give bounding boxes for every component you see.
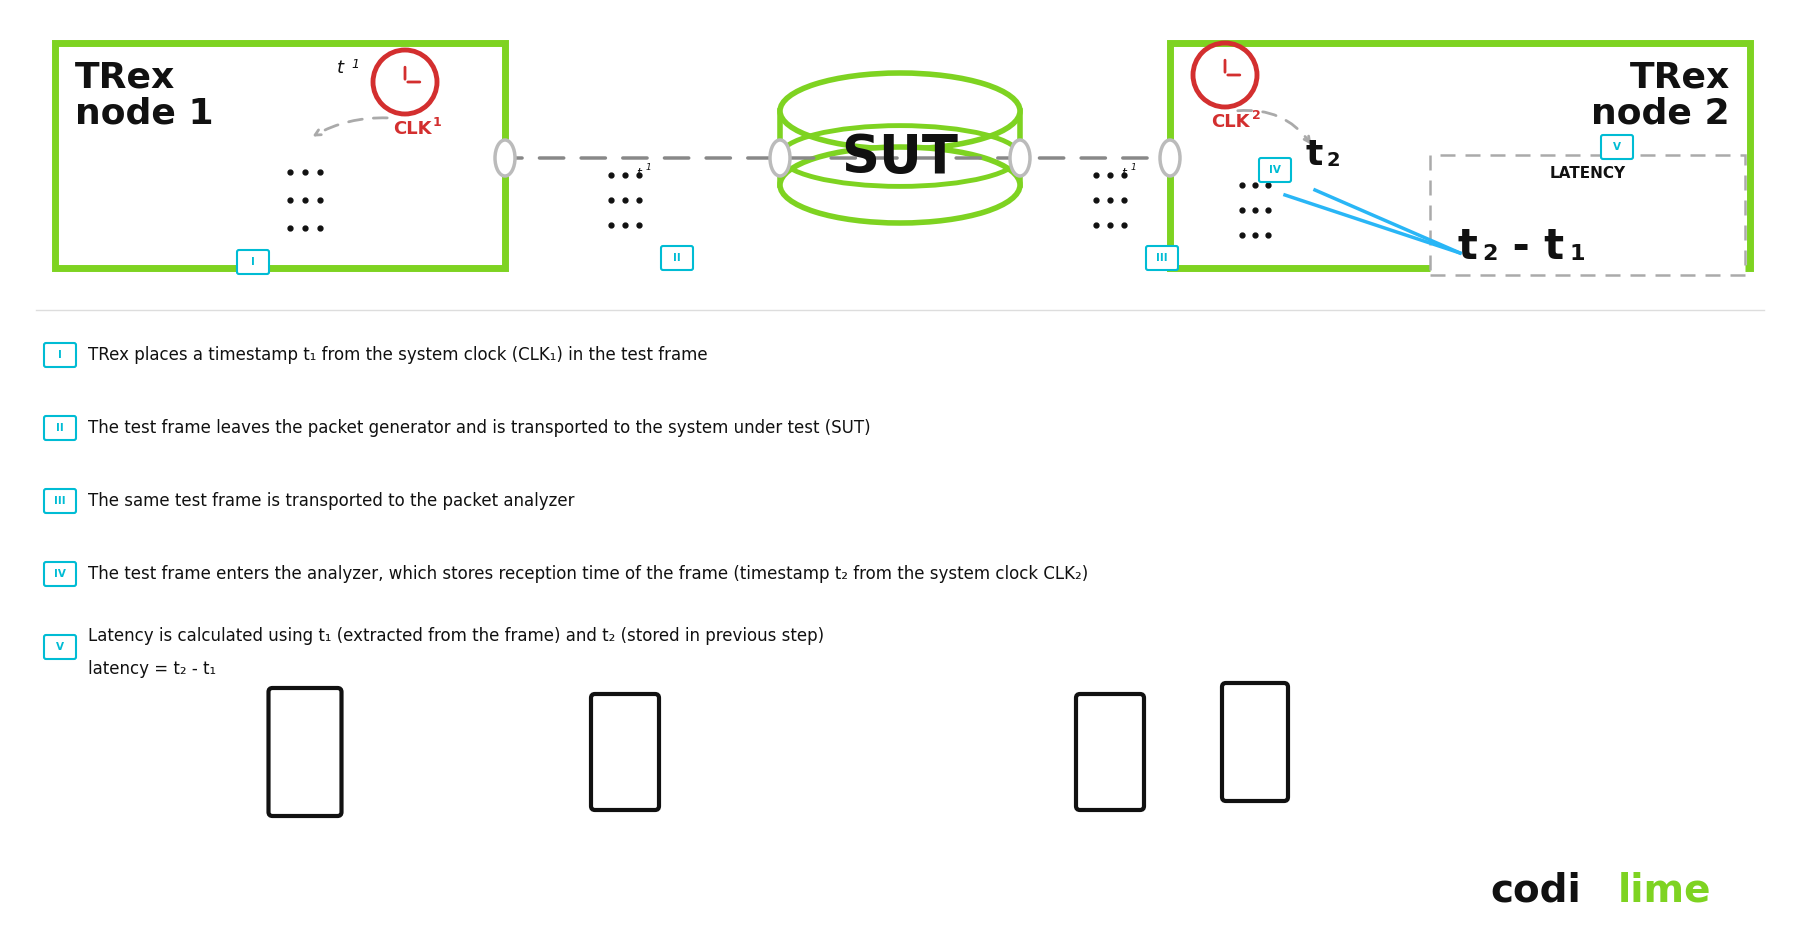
Text: Latency is calculated using t₁ (extracted from the frame) and t₂ (stored in prev: Latency is calculated using t₁ (extracte… xyxy=(88,627,824,645)
Ellipse shape xyxy=(779,73,1021,149)
Text: 1: 1 xyxy=(434,116,441,129)
FancyBboxPatch shape xyxy=(1170,43,1750,268)
Text: TRex
node 1: TRex node 1 xyxy=(76,61,214,130)
Text: latency = t₂ - t₁: latency = t₂ - t₁ xyxy=(88,660,216,678)
Text: II: II xyxy=(56,423,63,433)
Text: t: t xyxy=(635,167,641,180)
FancyBboxPatch shape xyxy=(590,694,659,810)
FancyBboxPatch shape xyxy=(43,562,76,586)
FancyBboxPatch shape xyxy=(56,43,506,268)
Text: 1: 1 xyxy=(1570,244,1586,264)
Text: The same test frame is transported to the packet analyzer: The same test frame is transported to th… xyxy=(88,492,574,510)
Text: I: I xyxy=(250,257,256,267)
FancyBboxPatch shape xyxy=(43,416,76,440)
Text: t: t xyxy=(1265,176,1271,188)
Text: I: I xyxy=(58,350,61,360)
Text: 1: 1 xyxy=(1130,164,1136,172)
Ellipse shape xyxy=(1159,140,1181,176)
FancyBboxPatch shape xyxy=(1429,155,1744,275)
FancyBboxPatch shape xyxy=(43,489,76,513)
Text: TRex places a timestamp t₁ from the system clock (CLK₁) in the test frame: TRex places a timestamp t₁ from the syst… xyxy=(88,346,707,364)
Text: 1: 1 xyxy=(646,164,652,172)
FancyBboxPatch shape xyxy=(1076,694,1145,810)
Text: IV: IV xyxy=(1269,165,1282,175)
Text: 1: 1 xyxy=(351,57,358,70)
FancyBboxPatch shape xyxy=(268,688,342,816)
Text: LATENCY: LATENCY xyxy=(1550,166,1625,181)
Text: V: V xyxy=(56,642,65,652)
Text: III: III xyxy=(1156,253,1168,263)
Text: codi: codi xyxy=(1490,872,1580,910)
FancyBboxPatch shape xyxy=(1147,246,1177,270)
FancyBboxPatch shape xyxy=(1258,158,1291,182)
Text: V: V xyxy=(1613,142,1622,152)
Text: 2: 2 xyxy=(1481,244,1498,264)
Text: t: t xyxy=(1121,167,1125,180)
Text: SUT: SUT xyxy=(842,132,958,184)
Text: TRex
node 2: TRex node 2 xyxy=(1591,61,1730,130)
Text: III: III xyxy=(54,496,67,506)
Text: II: II xyxy=(673,253,680,263)
FancyBboxPatch shape xyxy=(43,343,76,367)
Text: 2: 2 xyxy=(1327,150,1341,169)
Text: The test frame enters the analyzer, which stores reception time of the frame (ti: The test frame enters the analyzer, whic… xyxy=(88,565,1089,583)
Text: CLK: CLK xyxy=(392,120,432,138)
Text: - t: - t xyxy=(1498,226,1564,268)
Text: t: t xyxy=(337,59,344,77)
Text: The test frame leaves the packet generator and is transported to the system unde: The test frame leaves the packet generat… xyxy=(88,419,871,437)
Ellipse shape xyxy=(1010,140,1030,176)
Text: 1: 1 xyxy=(1274,172,1280,182)
Ellipse shape xyxy=(770,140,790,176)
Text: t: t xyxy=(1305,138,1323,172)
Text: lime: lime xyxy=(1618,872,1712,910)
Text: t: t xyxy=(1458,226,1478,268)
Text: CLK: CLK xyxy=(1211,113,1249,131)
Ellipse shape xyxy=(495,140,515,176)
FancyBboxPatch shape xyxy=(1222,683,1289,801)
Polygon shape xyxy=(779,111,1021,185)
FancyBboxPatch shape xyxy=(238,250,268,274)
Text: IV: IV xyxy=(54,569,67,579)
FancyBboxPatch shape xyxy=(661,246,693,270)
Ellipse shape xyxy=(779,147,1021,223)
FancyBboxPatch shape xyxy=(1600,135,1633,159)
Text: 2: 2 xyxy=(1253,109,1260,122)
FancyBboxPatch shape xyxy=(43,635,76,659)
